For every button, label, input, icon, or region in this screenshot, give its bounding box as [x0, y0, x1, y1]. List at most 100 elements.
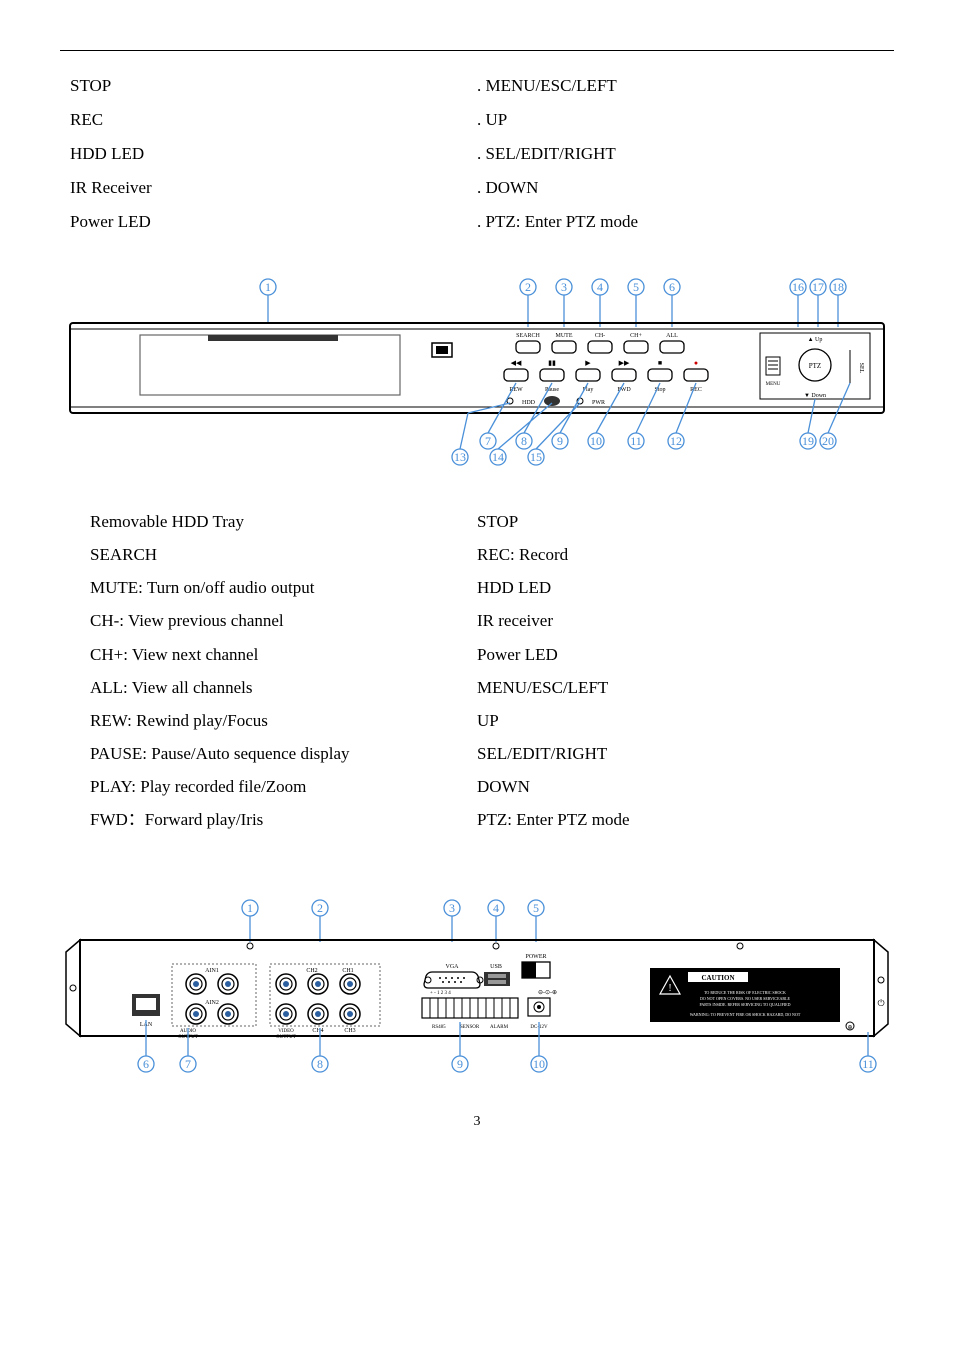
- svg-text:MUTE: MUTE: [556, 333, 573, 339]
- svg-text:3: 3: [449, 901, 455, 915]
- page-number: 3: [60, 1114, 894, 1130]
- front-panel-diagram: 1 2 3 4 5 6 16 17 18 SEARCH MUTE CH- CH+…: [60, 265, 894, 485]
- svg-text:USB: USB: [490, 964, 502, 970]
- svg-text:12: 12: [670, 434, 682, 448]
- svg-text:15: 15: [530, 450, 542, 464]
- callout-b1: 1: [242, 900, 258, 942]
- callout-2: 2: [520, 279, 536, 327]
- back-panel-diagram: 1 2 3 4 5 ⏻ ⊕ LAN AIN1 AIN2 AUDIO OUTPUT…: [60, 886, 894, 1086]
- list-item: PAUSE: Pause/Auto sequence display: [90, 737, 477, 770]
- button-cluster: SEARCH MUTE CH- CH+ ALL REW Pause Play F…: [504, 333, 708, 406]
- svg-text:MENU: MENU: [766, 382, 781, 387]
- svg-text:1: 1: [247, 901, 253, 915]
- io-cluster: USB POWER + - 1 2 3 4 RS485 SENSOR ALARM…: [422, 954, 557, 1030]
- svg-text:20: 20: [822, 434, 834, 448]
- svg-text:DO NOT OPEN COVERS. NO USER SE: DO NOT OPEN COVERS. NO USER SERVICEABLE: [700, 996, 791, 1001]
- list-item: CH+: View next channel: [90, 638, 477, 671]
- svg-text:6: 6: [669, 280, 675, 294]
- list-item: MENU/ESC/LEFT: [477, 671, 864, 704]
- svg-text:⏻: ⏻: [877, 998, 884, 1008]
- svg-text:PWR: PWR: [592, 400, 605, 406]
- svg-text:SEL: SEL: [858, 363, 864, 374]
- svg-text:SENSOR: SENSOR: [460, 1025, 480, 1030]
- list-item: SEL/EDIT/RIGHT: [477, 737, 864, 770]
- svg-text:AIN2: AIN2: [205, 1000, 219, 1006]
- list-item: MUTE: Turn on/off audio output: [90, 571, 477, 604]
- hdd-tray: [140, 335, 400, 395]
- top-list: STOP REC HDD LED IR Receiver Power LED .…: [60, 69, 894, 239]
- svg-text:2: 2: [525, 280, 531, 294]
- list-item: . PTZ: Enter PTZ mode: [477, 205, 884, 239]
- svg-text:HDD: HDD: [522, 400, 536, 406]
- list-item: STOP: [70, 69, 477, 103]
- second-list: Removable HDD Tray SEARCH MUTE: Turn on/…: [60, 505, 894, 836]
- svg-text:VGA: VGA: [446, 964, 460, 970]
- svg-text:SEARCH: SEARCH: [516, 333, 540, 339]
- list-item: . SEL/EDIT/RIGHT: [477, 137, 884, 171]
- callout-4: 4: [592, 279, 608, 327]
- svg-text:16: 16: [792, 280, 804, 294]
- callout-3: 3: [556, 279, 572, 327]
- audio-cluster: AIN1 AIN2 AUDIO OUTPUT: [172, 964, 256, 1040]
- callout-b2: 2: [312, 900, 328, 942]
- back-panel-svg: 1 2 3 4 5 ⏻ ⊕ LAN AIN1 AIN2 AUDIO OUTPUT…: [60, 886, 894, 1086]
- svg-text:CH1: CH1: [342, 968, 353, 974]
- svg-text:⊖-⊙-⊕: ⊖-⊙-⊕: [538, 990, 557, 996]
- svg-text:9: 9: [557, 434, 563, 448]
- callout-b4: 4: [488, 900, 504, 942]
- svg-text:CH4: CH4: [312, 1028, 323, 1034]
- svg-text:◀◀: ◀◀: [511, 359, 522, 367]
- svg-text:2: 2: [317, 901, 323, 915]
- svg-text:5: 5: [533, 901, 539, 915]
- svg-text:ALARM: ALARM: [490, 1025, 509, 1030]
- list-item: HDD LED: [477, 571, 864, 604]
- list-item: PTZ: Enter PTZ mode: [477, 803, 864, 836]
- svg-text:CAUTION: CAUTION: [701, 974, 734, 982]
- svg-text:TO REDUCE THE RISK OF ELECTRIC: TO REDUCE THE RISK OF ELECTRIC SHOCK: [704, 990, 786, 995]
- svg-text:CH-: CH-: [595, 333, 605, 339]
- video-cluster: CH2 CH1 CH4 CH3 VIDEO OUTPUT: [270, 964, 380, 1040]
- svg-text:▮▮: ▮▮: [548, 359, 556, 367]
- svg-text:8: 8: [521, 434, 527, 448]
- svg-text:CH2: CH2: [306, 968, 317, 974]
- svg-text:10: 10: [590, 434, 602, 448]
- vga-port: VGA: [424, 964, 483, 988]
- list-item: ALL: View all channels: [90, 671, 477, 704]
- svg-text:AIN1: AIN1: [205, 968, 219, 974]
- list-item: DOWN: [477, 770, 864, 803]
- list-item: PLAY: Play recorded file/Zoom: [90, 770, 477, 803]
- list-item: . DOWN: [477, 171, 884, 205]
- svg-text:6: 6: [143, 1057, 149, 1071]
- svg-text:■: ■: [658, 359, 662, 367]
- callout-17: 17: [810, 279, 826, 327]
- callout-18: 18: [830, 279, 846, 327]
- svg-text:▼ Down: ▼ Down: [804, 393, 826, 399]
- list-item: STOP: [477, 505, 864, 538]
- list-item: CH-: View previous channel: [90, 604, 477, 637]
- front-panel-svg: 1 2 3 4 5 6 16 17 18 SEARCH MUTE CH- CH+…: [60, 265, 894, 485]
- callout-6: 6: [664, 279, 680, 327]
- svg-text:PTZ: PTZ: [809, 362, 821, 370]
- svg-text:CH+: CH+: [630, 333, 642, 339]
- svg-text:POWER: POWER: [526, 954, 547, 960]
- caution-label: ! CAUTION TO REDUCE THE RISK OF ELECTRIC…: [650, 968, 840, 1022]
- list-item: IR receiver: [477, 604, 864, 637]
- svg-text:7: 7: [185, 1057, 191, 1071]
- svg-text:17: 17: [812, 280, 824, 294]
- callout-number: 1: [265, 280, 271, 294]
- callout-5: 5: [628, 279, 644, 327]
- callout-b11: 11: [860, 1032, 876, 1072]
- svg-text:▲ Up: ▲ Up: [808, 337, 823, 343]
- svg-text:●: ●: [694, 359, 698, 367]
- svg-text:8: 8: [317, 1057, 323, 1071]
- svg-text:18: 18: [832, 280, 844, 294]
- list-item: Power LED: [477, 638, 864, 671]
- list-item: Removable HDD Tray: [90, 505, 477, 538]
- svg-text:▶▶: ▶▶: [619, 359, 630, 367]
- list-item: IR Receiver: [70, 171, 477, 205]
- svg-text:14: 14: [492, 450, 504, 464]
- svg-text:19: 19: [802, 434, 814, 448]
- svg-text:13: 13: [454, 450, 466, 464]
- callout-1: 1: [260, 279, 276, 323]
- svg-text:⊕: ⊕: [847, 1025, 852, 1031]
